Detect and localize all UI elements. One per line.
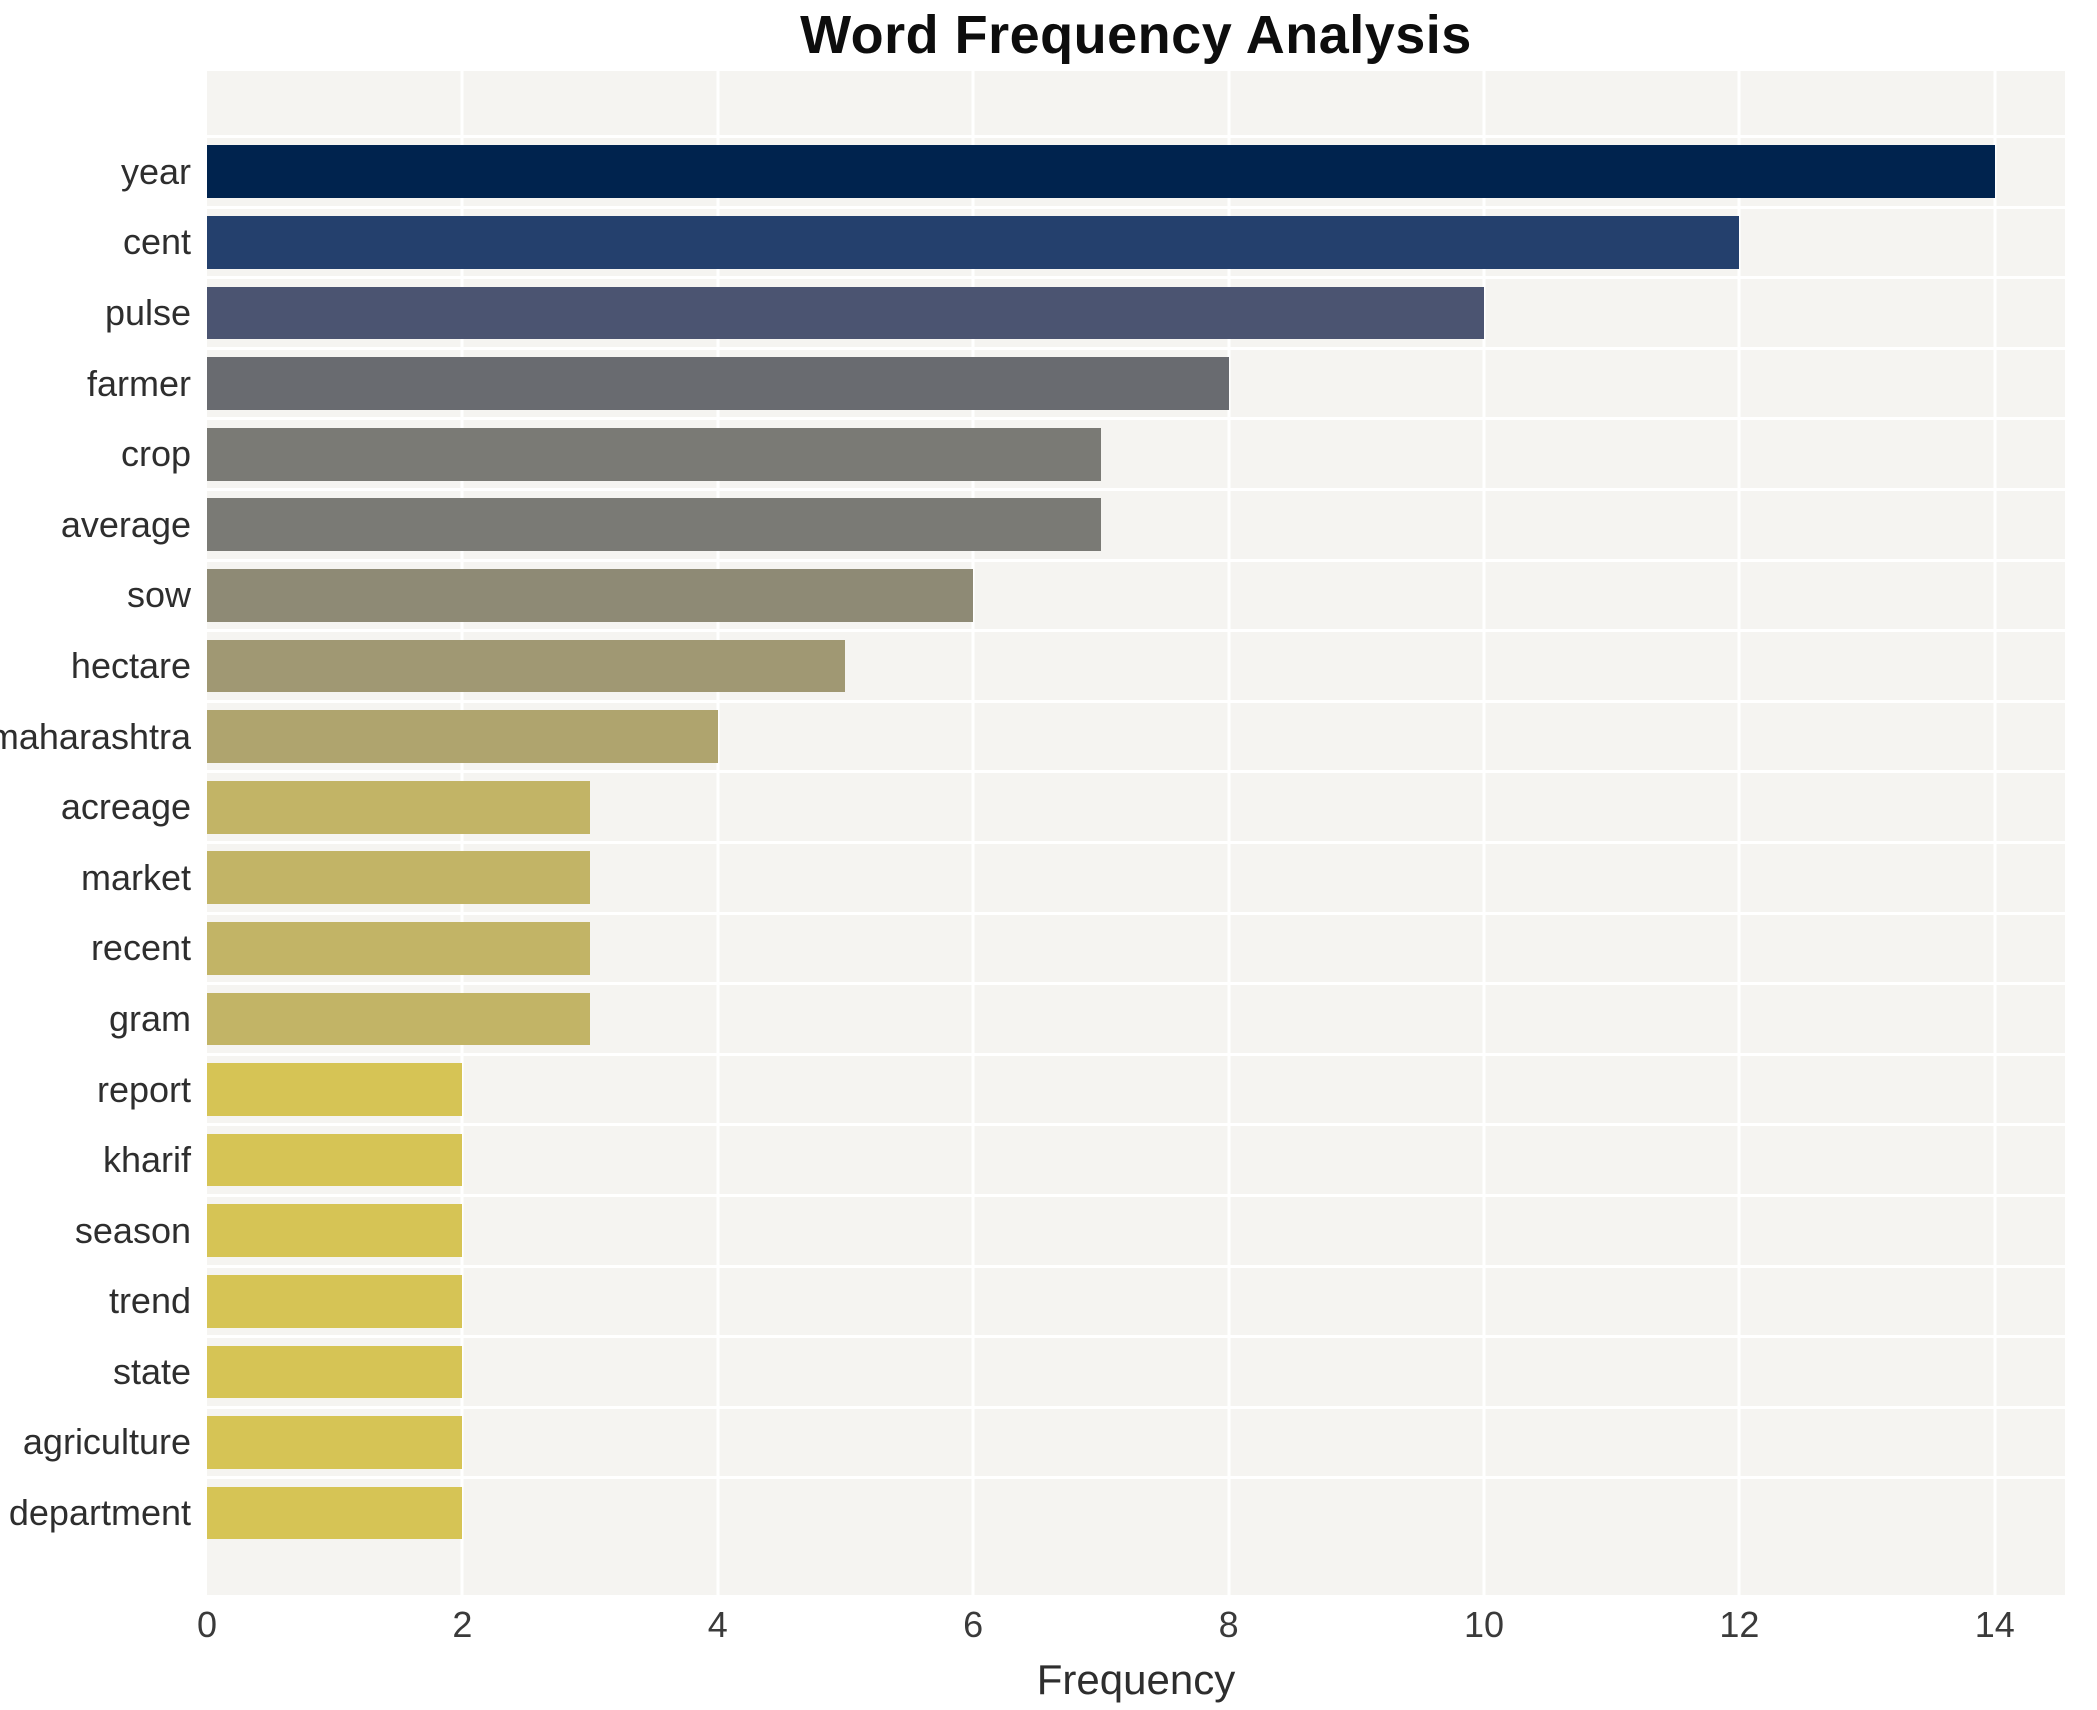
bar-row xyxy=(207,982,2065,1053)
x-tick-label: 8 xyxy=(1218,1604,1239,1645)
x-tick-label: 14 xyxy=(1974,1604,2015,1645)
category-label-trend: trend xyxy=(108,1280,191,1322)
bar-row xyxy=(207,1052,2065,1124)
bar-row xyxy=(207,1476,2065,1547)
bar-row xyxy=(207,629,2065,700)
bar-hectare xyxy=(207,639,846,693)
x-tick-label: 12 xyxy=(1719,1604,1760,1645)
bar-trend xyxy=(207,1274,463,1328)
category-label-hectare: hectare xyxy=(70,644,191,686)
category-label-market: market xyxy=(80,856,191,898)
category-label-report: report xyxy=(96,1068,191,1110)
bar-department xyxy=(207,1486,463,1540)
category-label-acreage: acreage xyxy=(60,786,191,828)
category-label-sow: sow xyxy=(126,574,191,616)
bars-container xyxy=(207,71,2065,1595)
y-axis-labels: year cent pulse farmer crop average sow hectare… xyxy=(0,71,207,1595)
category-label-cent: cent xyxy=(122,221,191,263)
bar-row xyxy=(207,205,2065,277)
vertical-gridline xyxy=(1993,71,1997,1595)
bar-sow xyxy=(207,569,974,622)
bar-row xyxy=(207,1335,2065,1406)
x-axis-title: Frequency xyxy=(1036,1656,1236,1703)
bar-recent xyxy=(207,921,591,975)
category-label-maharashtra: maharashtra xyxy=(0,715,191,757)
bar-cent xyxy=(207,216,1740,269)
bar-row xyxy=(207,699,2065,771)
bar-row xyxy=(207,135,2065,206)
bar-row xyxy=(207,911,2065,983)
x-tick-label: 2 xyxy=(452,1604,473,1645)
bar-row xyxy=(207,276,2065,347)
bar-farmer xyxy=(207,357,1229,410)
category-label-year: year xyxy=(120,150,191,192)
category-label-agriculture: agriculture xyxy=(22,1421,191,1463)
x-axis-ticks: 0 2 4 6 8 10 12 14 xyxy=(197,1604,2065,1653)
bar-state xyxy=(207,1345,463,1399)
category-label-pulse: pulse xyxy=(104,291,191,333)
bar-year xyxy=(207,145,1995,199)
bar-row xyxy=(207,1264,2065,1336)
bar-row xyxy=(207,1405,2065,1477)
bar-row xyxy=(207,840,2065,912)
bar-row xyxy=(207,770,2065,841)
bar-row xyxy=(207,487,2065,559)
category-label-recent: recent xyxy=(90,927,191,969)
category-label-state: state xyxy=(112,1350,191,1392)
bar-row xyxy=(207,1123,2065,1194)
bar-report xyxy=(207,1063,463,1116)
plot-area xyxy=(207,71,2065,1595)
bar-crop xyxy=(207,427,1101,481)
vertical-gridline xyxy=(1737,71,1741,1595)
category-label-kharif: kharif xyxy=(102,1139,191,1181)
category-label-season: season xyxy=(74,1209,191,1251)
x-tick-label: 10 xyxy=(1463,1604,1504,1645)
bar-gram xyxy=(207,992,591,1046)
x-tick-label: 6 xyxy=(963,1604,984,1645)
vertical-gridline xyxy=(1482,71,1486,1595)
chart-title: Word Frequency Analysis xyxy=(800,5,1472,65)
vertical-gridline xyxy=(1227,71,1231,1595)
vertical-gridline xyxy=(971,71,975,1595)
category-label-average: average xyxy=(60,503,191,545)
chart-area: year cent pulse farmer crop average sow hectare… xyxy=(0,71,2065,1595)
vertical-gridline xyxy=(716,71,720,1595)
bar-kharif xyxy=(207,1133,463,1187)
bar-row xyxy=(207,1193,2065,1265)
category-label-farmer: farmer xyxy=(86,362,191,404)
bar-row xyxy=(207,558,2065,630)
category-label-gram: gram xyxy=(108,997,191,1039)
bar-row xyxy=(207,346,2065,418)
x-tick-label: 4 xyxy=(707,1604,728,1645)
bar-row xyxy=(207,417,2065,488)
bar-acreage xyxy=(207,780,591,834)
bar-pulse xyxy=(207,286,1484,340)
category-label-crop: crop xyxy=(120,433,191,475)
bar-agriculture xyxy=(207,1416,463,1469)
bar-average xyxy=(207,498,1101,552)
category-label-department: department xyxy=(8,1492,191,1534)
x-tick-label: 0 xyxy=(196,1604,218,1645)
bar-maharashtra xyxy=(207,710,718,763)
bar-season xyxy=(207,1204,463,1258)
bar-market xyxy=(207,851,591,905)
